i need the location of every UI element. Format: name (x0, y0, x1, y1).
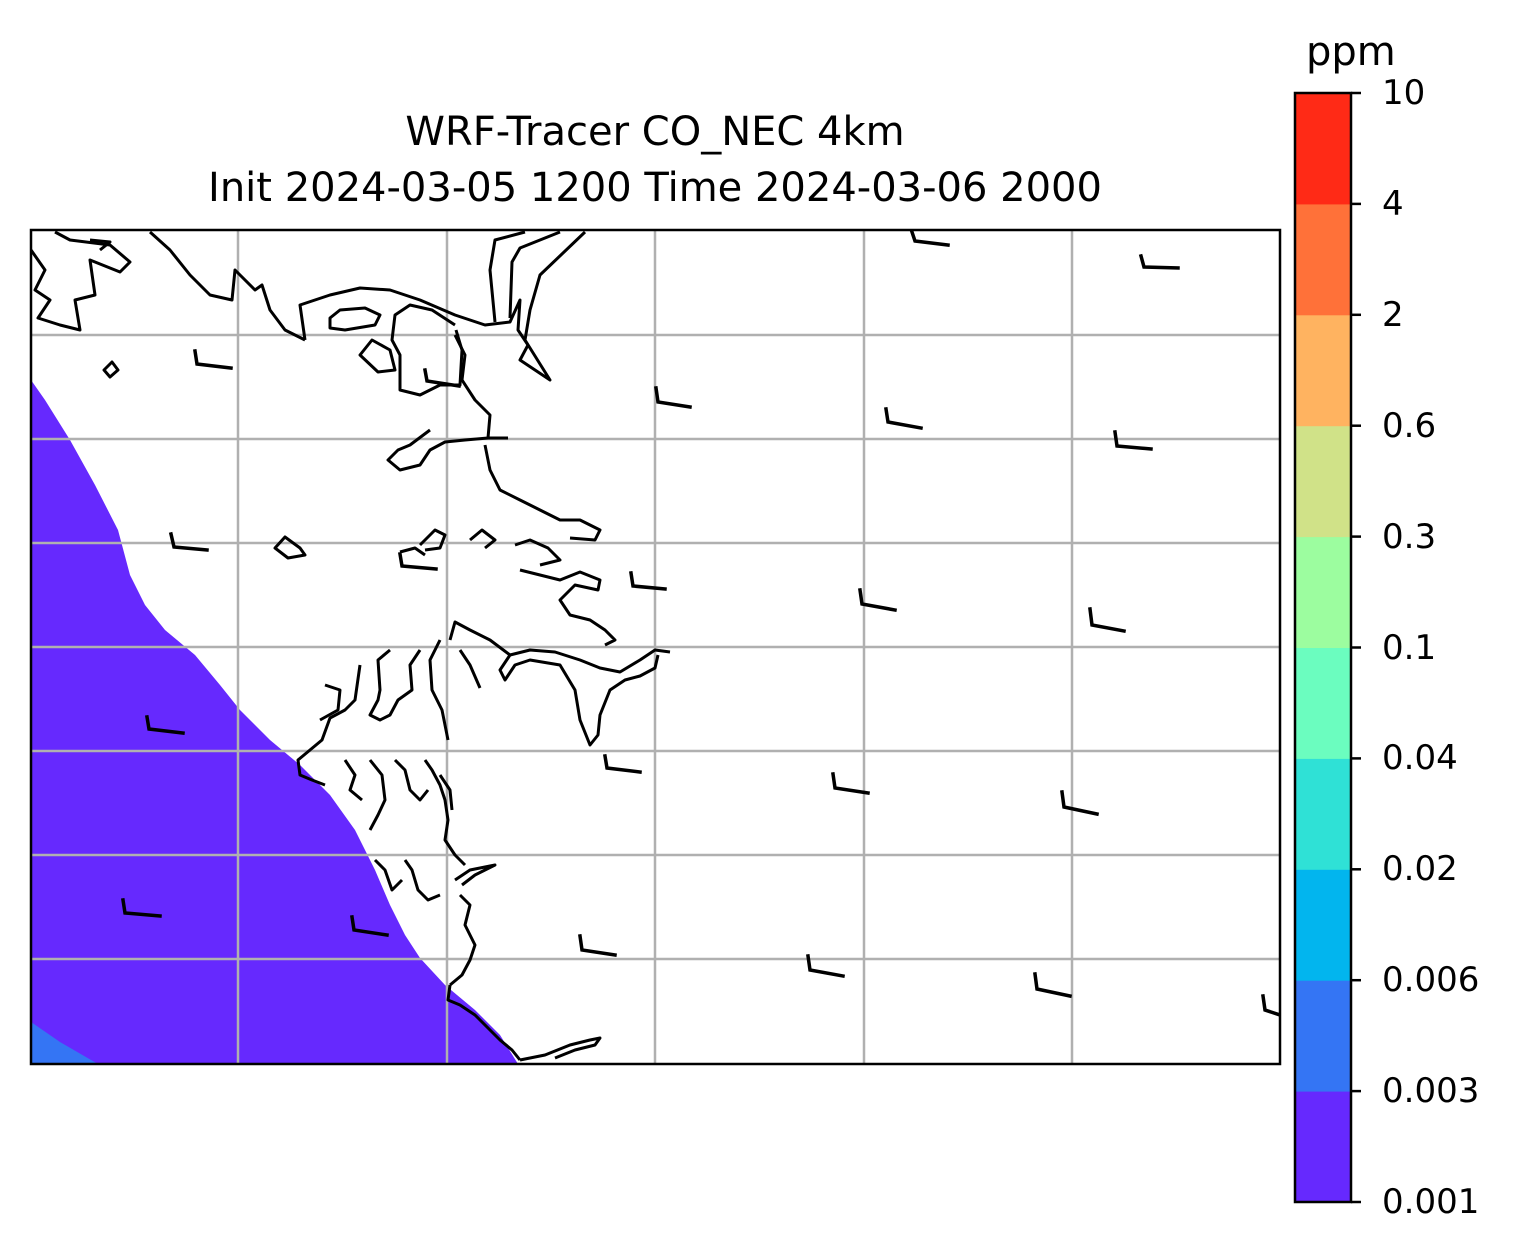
colorbar-swatch (1295, 203, 1351, 316)
colorbar-unit-label: ppm (1306, 29, 1396, 75)
colorbar-swatch (1295, 869, 1351, 981)
colorbar-ticks (1351, 91, 1361, 1204)
colorbar-swatch (1295, 1091, 1351, 1203)
map-frame (29, 228, 1282, 1066)
colorbar-swatch (1295, 647, 1351, 759)
colorbar (1295, 93, 1351, 1203)
colorbar-tick-label: 0.001 (1382, 1182, 1480, 1222)
colorbar-tick-label: 4 (1382, 183, 1404, 224)
coastlines (31, 230, 671, 1062)
colorbar-swatch (1295, 758, 1351, 870)
colorbar-tick-label: 0.3 (1382, 516, 1437, 557)
tracer-fill-band-1 (31, 380, 518, 1064)
map-gridlines (31, 230, 1280, 1064)
colorbar-tick-label: 0.1 (1382, 627, 1437, 668)
colorbar-swatch (1295, 93, 1351, 205)
colorbar-swatch (1295, 536, 1351, 648)
colorbar-tick-label: 0.04 (1382, 738, 1458, 779)
map-area (31, 230, 1280, 1064)
colorbar-swatch (1295, 980, 1351, 1092)
colorbar-tick-label: 0.02 (1382, 849, 1458, 890)
colorbar-swatch (1295, 425, 1351, 538)
map-title-line1: WRF-Tracer CO_NEC 4km (405, 109, 905, 155)
colorbar-tick-label: 10 (1382, 73, 1426, 113)
colorbar-tick-label: 2 (1382, 294, 1404, 335)
colorbar-swatch (1295, 314, 1351, 427)
map-title-line2: Init 2024-03-05 1200 Time 2024-03-06 200… (208, 165, 1102, 211)
tracer-fill-band-2 (31, 1022, 98, 1064)
colorbar-tick-label: 0.003 (1382, 1071, 1480, 1112)
colorbar-tick-label: 0.6 (1382, 405, 1437, 446)
wind-barbs (121, 230, 1280, 1017)
colorbar-tick-label: 0.006 (1382, 960, 1480, 1001)
